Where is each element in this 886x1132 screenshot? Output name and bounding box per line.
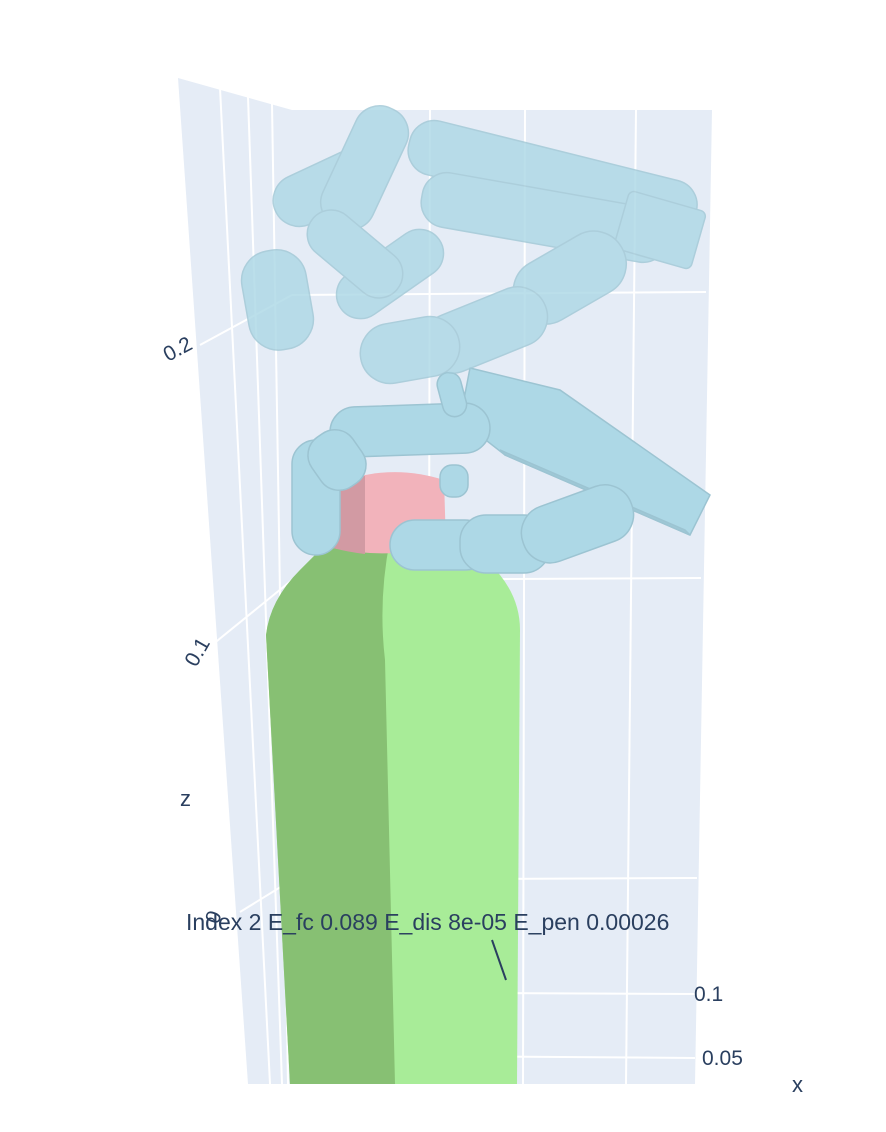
cap-shadow: [333, 476, 365, 554]
bottle: [266, 540, 520, 1084]
annotation-arrow: [491, 939, 507, 981]
z-axis-title: z: [180, 786, 191, 811]
annotation-text: Index 2 E_fc 0.089 E_dis 8e-05 E_pen 0.0…: [186, 909, 669, 935]
finger-left-joint: [307, 428, 367, 492]
annotation: Index 2 E_fc 0.089 E_dis 8e-05 E_pen 0.0…: [186, 909, 669, 981]
ghost-finger-4: [240, 249, 315, 351]
x-tick-label: 0.05: [702, 1047, 743, 1070]
z-tick-label: 0.2: [160, 332, 197, 366]
ghost-finger-tip: [613, 190, 707, 270]
x-axis-title: x: [792, 1072, 803, 1097]
z-tick-label: 0.1: [180, 634, 215, 671]
link-small-1: [439, 464, 469, 498]
ghost-finger-6: [306, 209, 404, 299]
hand-upper: [240, 105, 707, 385]
x-tick-label: 0.1: [694, 983, 723, 1006]
bottle-shadow: [266, 540, 395, 1084]
x-axis: 0.1 0.05 x: [694, 983, 803, 1097]
thumb-base: [520, 484, 635, 564]
hand-lower: [291, 367, 711, 574]
ghost-thumb-tip: [359, 315, 461, 385]
